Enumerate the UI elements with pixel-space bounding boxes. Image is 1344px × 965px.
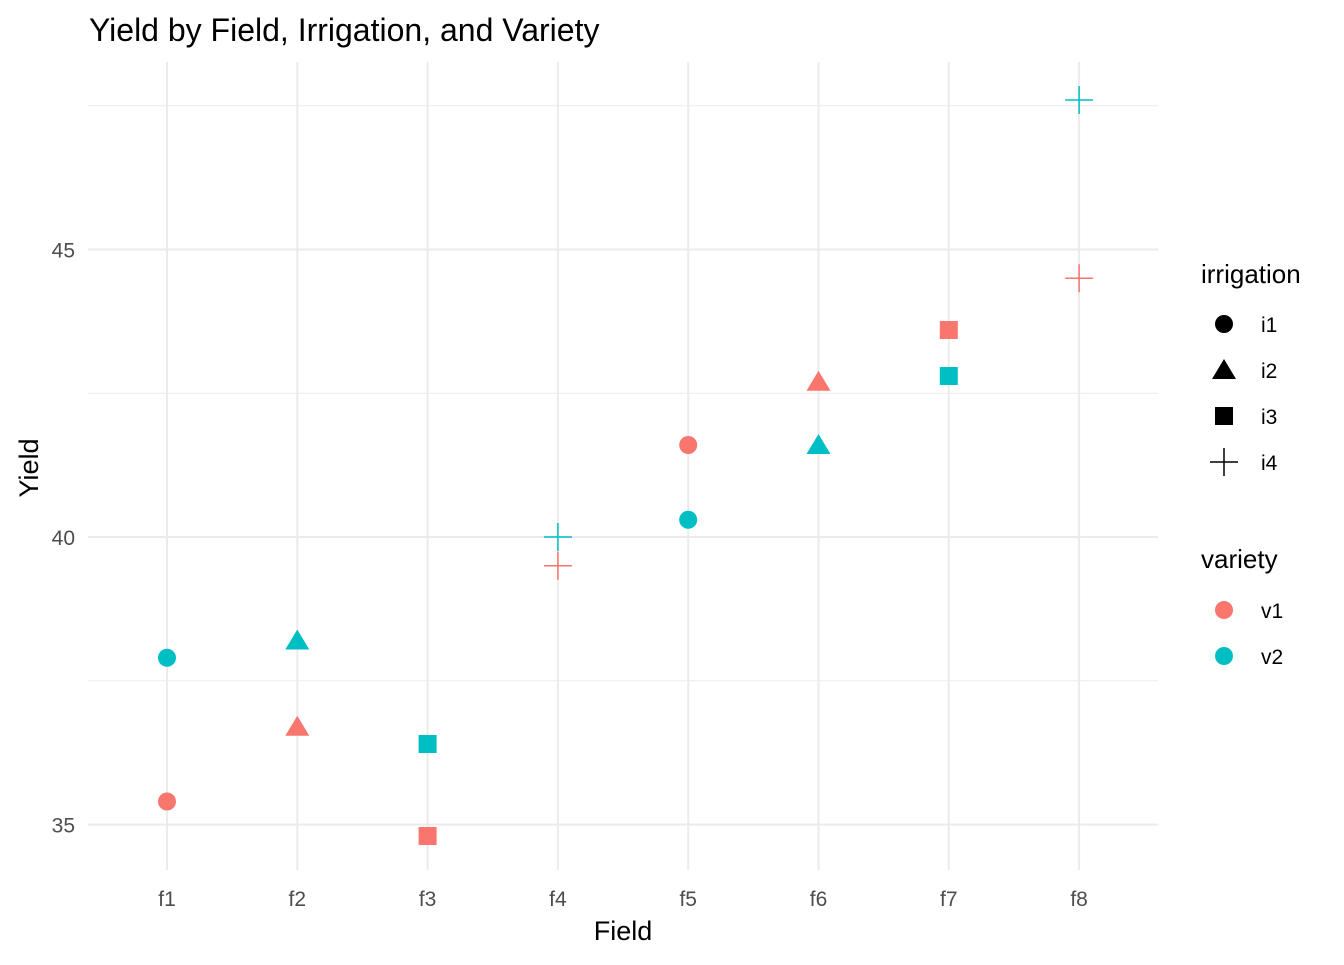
x-tick-label: f7 <box>940 888 958 911</box>
data-point <box>158 792 176 811</box>
x-tick-label: f3 <box>419 888 437 911</box>
data-point <box>1065 86 1094 114</box>
x-tick-label: f8 <box>1070 888 1088 911</box>
data-point <box>285 715 310 736</box>
legend-title-variety: variety <box>1201 544 1278 574</box>
legend-label: i4 <box>1261 452 1278 475</box>
data-point <box>418 827 437 845</box>
x-axis-label: Field <box>594 916 653 946</box>
data-point <box>285 629 310 650</box>
points <box>158 86 1094 845</box>
legend-key-i2 <box>1212 359 1236 379</box>
legend-key-i1 <box>1215 315 1233 333</box>
legend-label: i2 <box>1261 360 1277 383</box>
x-axis-ticks: f1 f2 f3 f4 f5 f6 f7 f8 <box>158 888 1088 911</box>
data-point <box>806 434 831 454</box>
data-point <box>543 551 572 580</box>
y-axis-label: Yield <box>14 438 44 497</box>
legend: irrigation i1 i2 i3 i4 variety v1 v2 <box>1201 259 1301 669</box>
legend-label: v2 <box>1261 646 1283 669</box>
y-tick-label: 40 <box>52 527 75 550</box>
y-axis-ticks: 35 40 45 <box>52 240 75 838</box>
data-point <box>543 523 572 551</box>
x-tick-label: f4 <box>549 888 567 911</box>
data-point <box>158 648 176 667</box>
legend-key-v2 <box>1215 647 1233 665</box>
x-tick-label: f6 <box>810 888 828 911</box>
data-point <box>939 321 958 339</box>
legend-key-i3 <box>1215 407 1233 425</box>
x-tick-label: f1 <box>158 888 176 911</box>
data-point <box>679 510 698 529</box>
legend-label: i1 <box>1261 314 1277 337</box>
legend-title-irrigation: irrigation <box>1201 259 1301 289</box>
grid <box>88 62 1158 870</box>
x-tick-label: f2 <box>289 888 307 911</box>
y-tick-label: 45 <box>52 240 75 263</box>
chart-title: Yield by Field, Irrigation, and Variety <box>89 12 599 48</box>
legend-label: i3 <box>1261 406 1277 429</box>
legend-key-v1 <box>1215 601 1233 619</box>
legend-key-i4 <box>1210 448 1238 476</box>
data-point <box>418 735 437 753</box>
data-point <box>679 436 698 454</box>
y-tick-label: 35 <box>52 815 75 838</box>
data-point <box>1065 264 1094 293</box>
x-tick-label: f5 <box>679 888 697 911</box>
data-point <box>806 370 831 391</box>
data-point <box>939 367 958 385</box>
legend-label: v1 <box>1261 600 1283 623</box>
